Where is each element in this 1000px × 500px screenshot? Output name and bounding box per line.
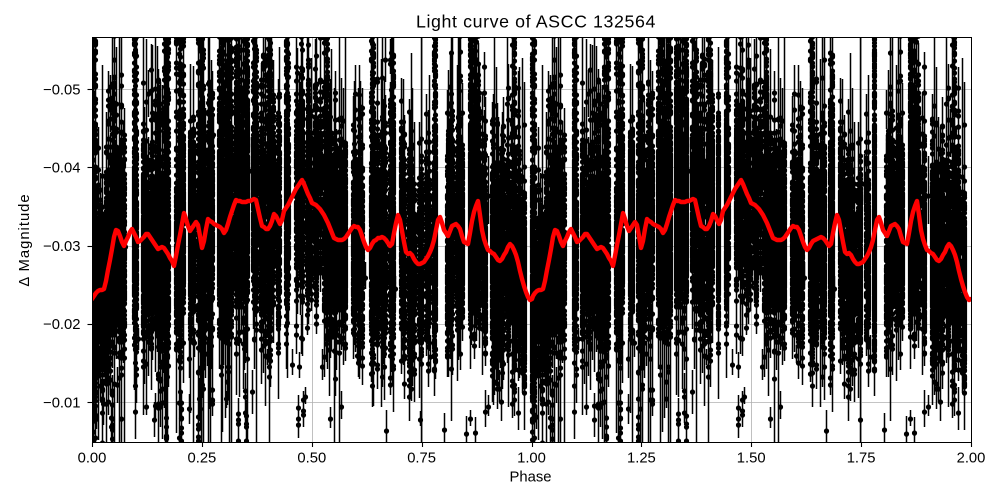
svg-text:0.00: 0.00 (78, 451, 107, 467)
svg-text:Light curve of ASCC 132564: Light curve of ASCC 132564 (416, 12, 656, 32)
svg-text:0.75: 0.75 (407, 451, 436, 467)
svg-text:1.25: 1.25 (627, 451, 656, 467)
svg-text:−0.02: −0.02 (43, 317, 80, 333)
svg-text:0.50: 0.50 (297, 451, 326, 467)
svg-text:−0.04: −0.04 (43, 161, 80, 177)
svg-text:1.00: 1.00 (517, 451, 546, 467)
svg-text:0.25: 0.25 (187, 451, 216, 467)
svg-text:1.50: 1.50 (737, 451, 766, 467)
svg-text:−0.03: −0.03 (43, 239, 80, 255)
svg-text:1.75: 1.75 (847, 451, 876, 467)
svg-text:Δ Magnitude: Δ Magnitude (17, 193, 33, 286)
svg-text:2.00: 2.00 (957, 451, 986, 467)
svg-text:−0.05: −0.05 (43, 82, 80, 98)
svg-text:Phase: Phase (510, 470, 552, 486)
svg-text:−0.01: −0.01 (43, 395, 80, 411)
